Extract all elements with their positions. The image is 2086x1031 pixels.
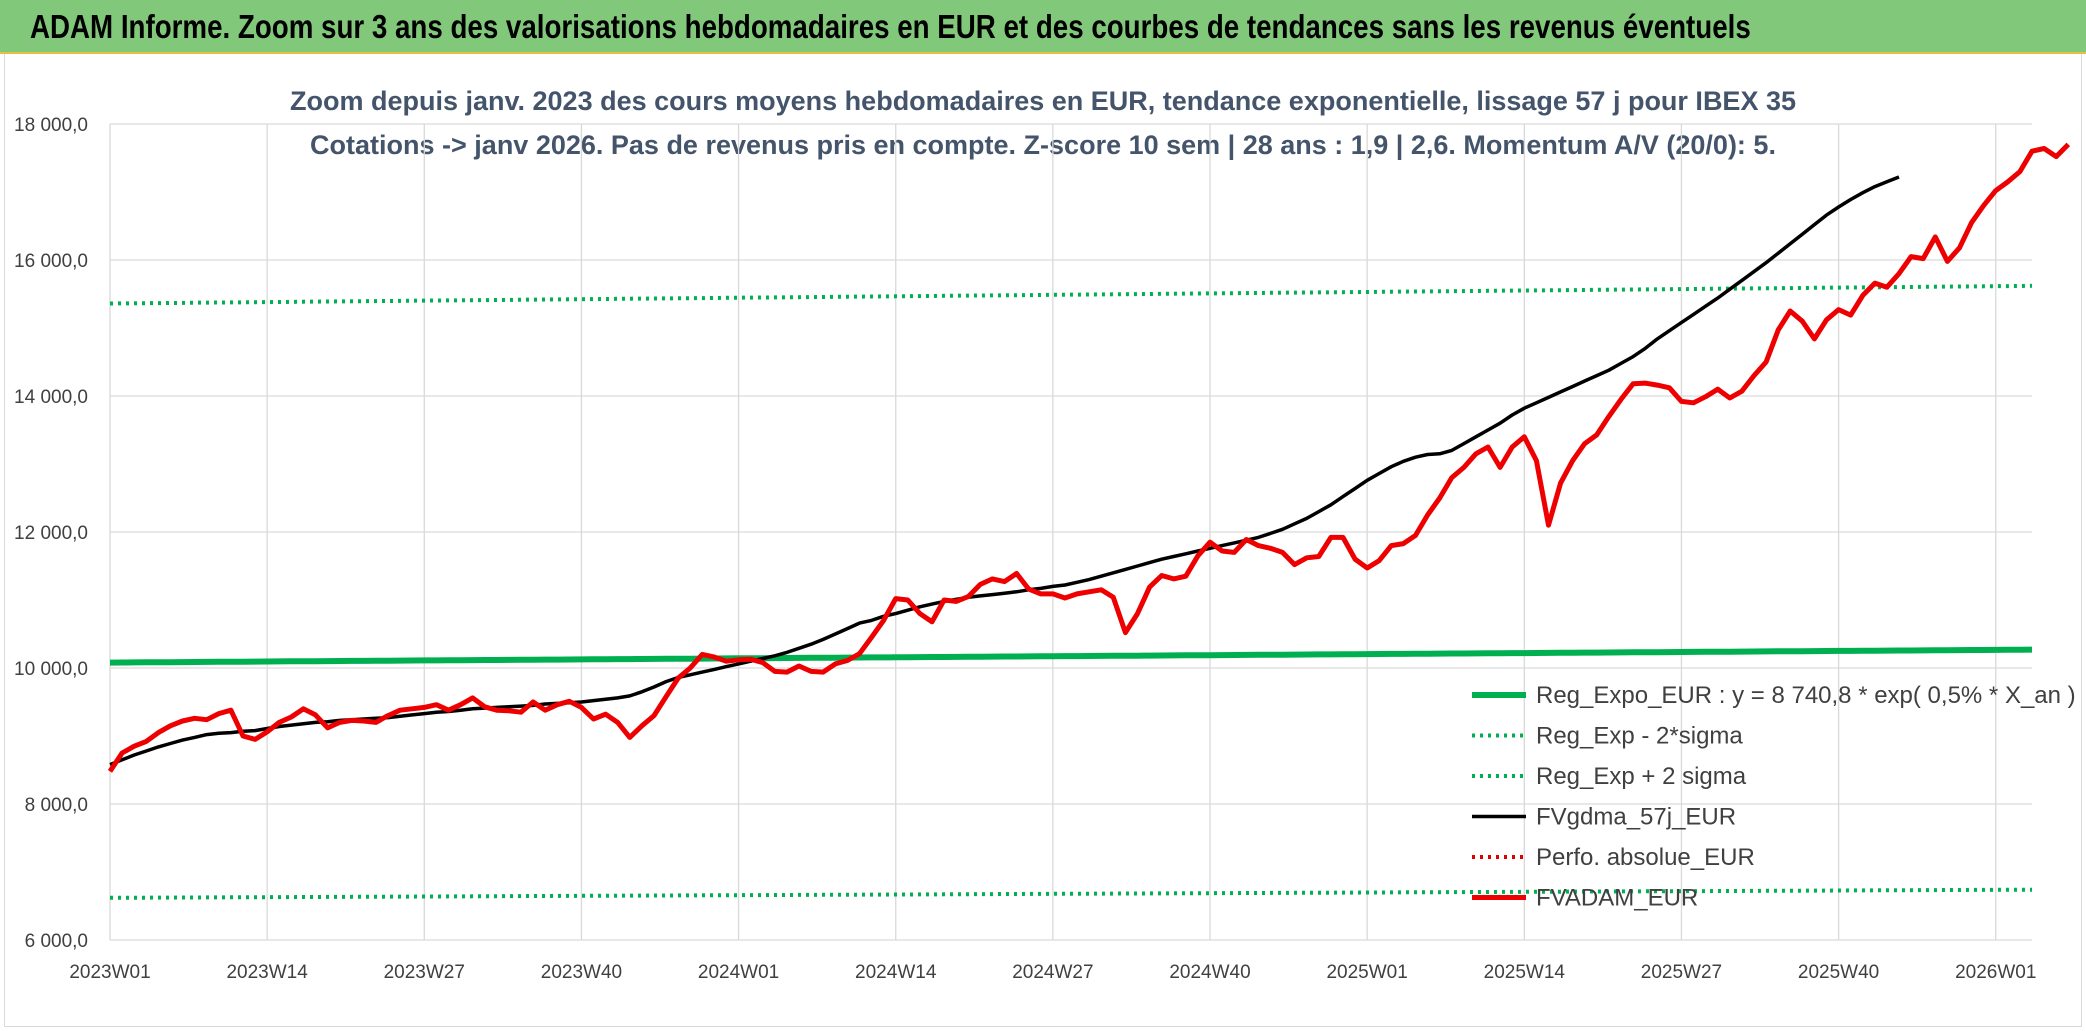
- x-tick-label: 2023W40: [541, 962, 622, 983]
- y-tick-label: 16 000,0: [14, 251, 88, 272]
- chart-title: Zoom depuis janv. 2023 des cours moyens …: [290, 86, 1796, 116]
- x-tick-label: 2025W14: [1484, 962, 1566, 983]
- chart-frame: [4, 54, 2082, 1027]
- series-fvgdma-57j-legend-label: FVgdma_57j_EUR: [1536, 804, 1736, 831]
- series-reg-plus-2sigma-legend-label: Reg_Exp + 2 sigma: [1536, 763, 1747, 790]
- x-tick-label: 2026W01: [1955, 962, 2036, 983]
- series-fvgdma-57j-line: [109, 175, 1900, 767]
- chart-subtitle: Cotations -> janv 2026. Pas de revenus p…: [310, 130, 1776, 160]
- x-tick-label: 2024W14: [855, 962, 937, 983]
- x-axis: 2023W01 2023W14 2023W27 2023W40 2024W01 2024W…: [69, 962, 2036, 983]
- series-reg-minus-2sigma-legend-label: Reg_Exp - 2*sigma: [1536, 723, 1743, 750]
- y-tick-label: 12 000,0: [14, 523, 88, 544]
- legend: Reg_Expo_EUR : y = 8 740,8 * exp( 0,5% *…: [1472, 682, 2076, 912]
- series-reg-expo-legend-label: Reg_Expo_EUR : y = 8 740,8 * exp( 0,5% *…: [1536, 682, 2076, 709]
- x-tick-label: 2025W01: [1326, 962, 1407, 983]
- series-reg-expo-line: [109, 646, 2033, 666]
- report-title: ADAM Informe. Zoom sur 3 ans des valoris…: [30, 8, 1751, 45]
- x-tick-label: 2025W27: [1641, 962, 1722, 983]
- x-tick-label: 2023W27: [384, 962, 465, 983]
- x-tick-label: 2023W01: [69, 962, 150, 983]
- x-tick-label: 2025W40: [1798, 962, 1879, 983]
- series-fvadam-line: [107, 142, 2071, 773]
- series-group: [107, 142, 2071, 900]
- y-tick-label: 6 000,0: [25, 931, 88, 952]
- series-reg-minus-2sigma-line: [110, 887, 2032, 900]
- y-tick-label: 18 000,0: [14, 115, 88, 136]
- report-header: ADAM Informe. Zoom sur 3 ans des valoris…: [0, 0, 2086, 54]
- grid: [109, 123, 2032, 941]
- x-tick-label: 2024W27: [1012, 962, 1093, 983]
- x-tick-label: 2024W40: [1169, 962, 1250, 983]
- x-tick-label: 2024W01: [698, 962, 779, 983]
- series-fvadam-legend-label: FVADAM_EUR: [1536, 885, 1698, 912]
- y-tick-label: 8 000,0: [25, 795, 88, 816]
- series-perfo-absolue-legend-label: Perfo. absolue_EUR: [1536, 844, 1755, 871]
- x-tick-label: 2023W14: [226, 962, 308, 983]
- y-tick-label: 10 000,0: [14, 659, 88, 680]
- y-axis: 6 000,0 8 000,0 10 000,0 12 000,0 14 000,0 16…: [14, 115, 88, 952]
- series-reg-plus-2sigma-line: [109, 283, 2033, 306]
- y-tick-label: 14 000,0: [14, 387, 88, 408]
